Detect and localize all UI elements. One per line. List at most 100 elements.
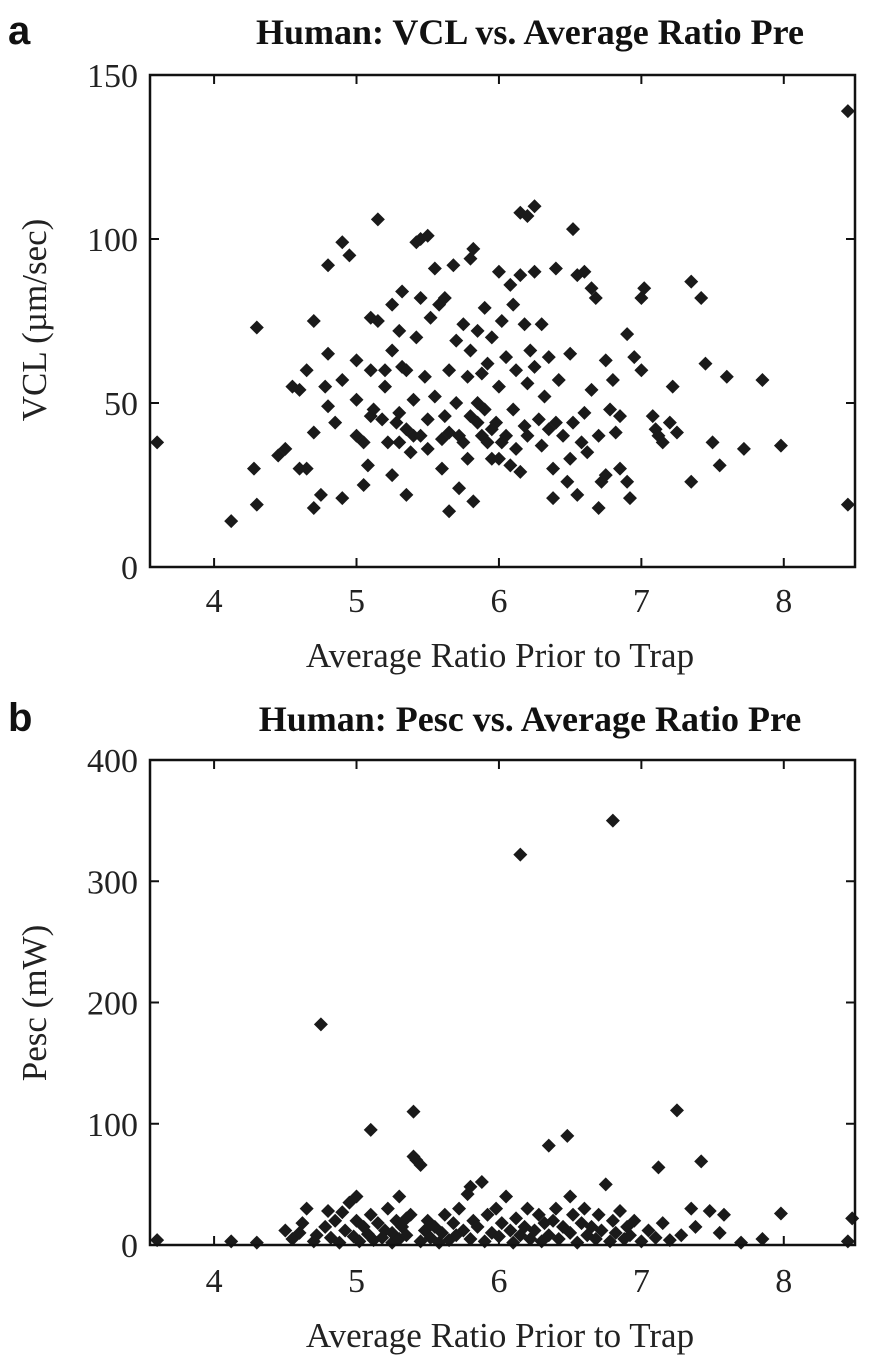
data-point xyxy=(712,1225,727,1240)
data-point xyxy=(651,1160,666,1175)
data-point xyxy=(580,445,595,460)
y-tick-label: 0 xyxy=(121,1228,138,1265)
data-point xyxy=(335,235,350,250)
data-point xyxy=(470,415,485,430)
data-point xyxy=(370,212,385,227)
data-point xyxy=(420,412,435,427)
chart-title-a: Human: VCL vs. Average Ratio Pre xyxy=(256,12,804,52)
data-point xyxy=(406,428,421,443)
data-point xyxy=(698,356,713,371)
data-point xyxy=(736,441,751,456)
data-point xyxy=(755,373,770,388)
data-point xyxy=(484,451,499,466)
data-point xyxy=(541,1138,556,1153)
data-point xyxy=(360,458,375,473)
data-point xyxy=(527,199,542,214)
data-point xyxy=(406,392,421,407)
data-point xyxy=(563,451,578,466)
y-axis-label-a: VCL (µm/sec) xyxy=(15,219,54,422)
data-point xyxy=(591,500,606,515)
data-point xyxy=(622,491,637,506)
data-point xyxy=(321,1204,336,1219)
data-point xyxy=(399,1228,414,1243)
data-point xyxy=(399,363,414,378)
data-point xyxy=(563,346,578,361)
data-point xyxy=(413,1157,428,1172)
data-point xyxy=(509,441,524,456)
data-point xyxy=(531,1207,546,1222)
points-a xyxy=(150,104,855,529)
data-point xyxy=(594,1223,609,1238)
y-tick-label: 100 xyxy=(87,1107,138,1144)
x-tick-label: 7 xyxy=(633,1263,650,1300)
data-point xyxy=(406,1104,421,1119)
data-point xyxy=(566,222,580,237)
data-point xyxy=(716,1207,731,1222)
data-point xyxy=(349,1189,364,1204)
data-point xyxy=(299,461,314,476)
data-point xyxy=(509,363,524,378)
data-point xyxy=(437,409,452,424)
data-point xyxy=(278,441,293,456)
data-point xyxy=(489,1201,504,1216)
data-point xyxy=(613,461,627,476)
data-point xyxy=(480,435,495,450)
data-point xyxy=(566,1207,580,1222)
data-point xyxy=(534,438,549,453)
data-point xyxy=(665,379,680,394)
data-point xyxy=(321,346,336,361)
data-point xyxy=(598,1177,613,1192)
x-tick-label: 8 xyxy=(775,583,792,620)
data-point xyxy=(509,1211,524,1226)
x-ticks-b: 4 5 6 7 8 xyxy=(206,760,792,1300)
data-point xyxy=(560,474,575,489)
data-point xyxy=(584,281,599,296)
data-point xyxy=(551,373,566,388)
y-tick-label: 50 xyxy=(104,386,138,423)
data-point xyxy=(491,451,506,466)
data-point xyxy=(620,327,635,342)
data-point xyxy=(392,405,407,420)
data-point xyxy=(598,353,613,368)
data-point xyxy=(503,277,518,292)
data-point xyxy=(356,478,371,492)
data-point xyxy=(577,405,592,420)
data-point xyxy=(338,1223,353,1238)
data-point xyxy=(477,300,492,315)
data-point xyxy=(517,317,532,332)
data-point xyxy=(427,261,442,276)
data-point xyxy=(655,435,670,450)
y-tick-label: 200 xyxy=(87,986,138,1023)
data-point xyxy=(463,343,478,358)
data-point xyxy=(563,1225,578,1240)
data-point xyxy=(370,1216,385,1231)
data-point xyxy=(494,1216,509,1231)
data-point xyxy=(494,314,509,328)
data-point xyxy=(395,284,410,299)
data-point xyxy=(463,1231,478,1246)
data-point xyxy=(417,369,432,384)
data-point xyxy=(449,333,464,348)
data-point xyxy=(503,458,518,473)
data-point xyxy=(634,363,649,378)
data-point xyxy=(491,264,506,279)
data-point xyxy=(551,1231,566,1246)
data-point xyxy=(513,847,528,862)
data-point xyxy=(366,402,381,417)
data-point xyxy=(641,1223,656,1238)
data-point xyxy=(548,261,563,276)
data-point xyxy=(392,323,407,338)
data-point xyxy=(588,1231,603,1246)
data-point xyxy=(335,373,350,388)
data-point xyxy=(688,1219,703,1234)
data-point xyxy=(694,291,709,306)
data-point xyxy=(385,297,400,312)
data-point xyxy=(523,343,538,358)
data-point xyxy=(570,487,585,502)
data-point xyxy=(413,428,428,443)
data-point xyxy=(513,464,528,479)
data-point xyxy=(313,487,328,502)
data-point xyxy=(313,1017,328,1032)
data-point xyxy=(224,514,239,529)
